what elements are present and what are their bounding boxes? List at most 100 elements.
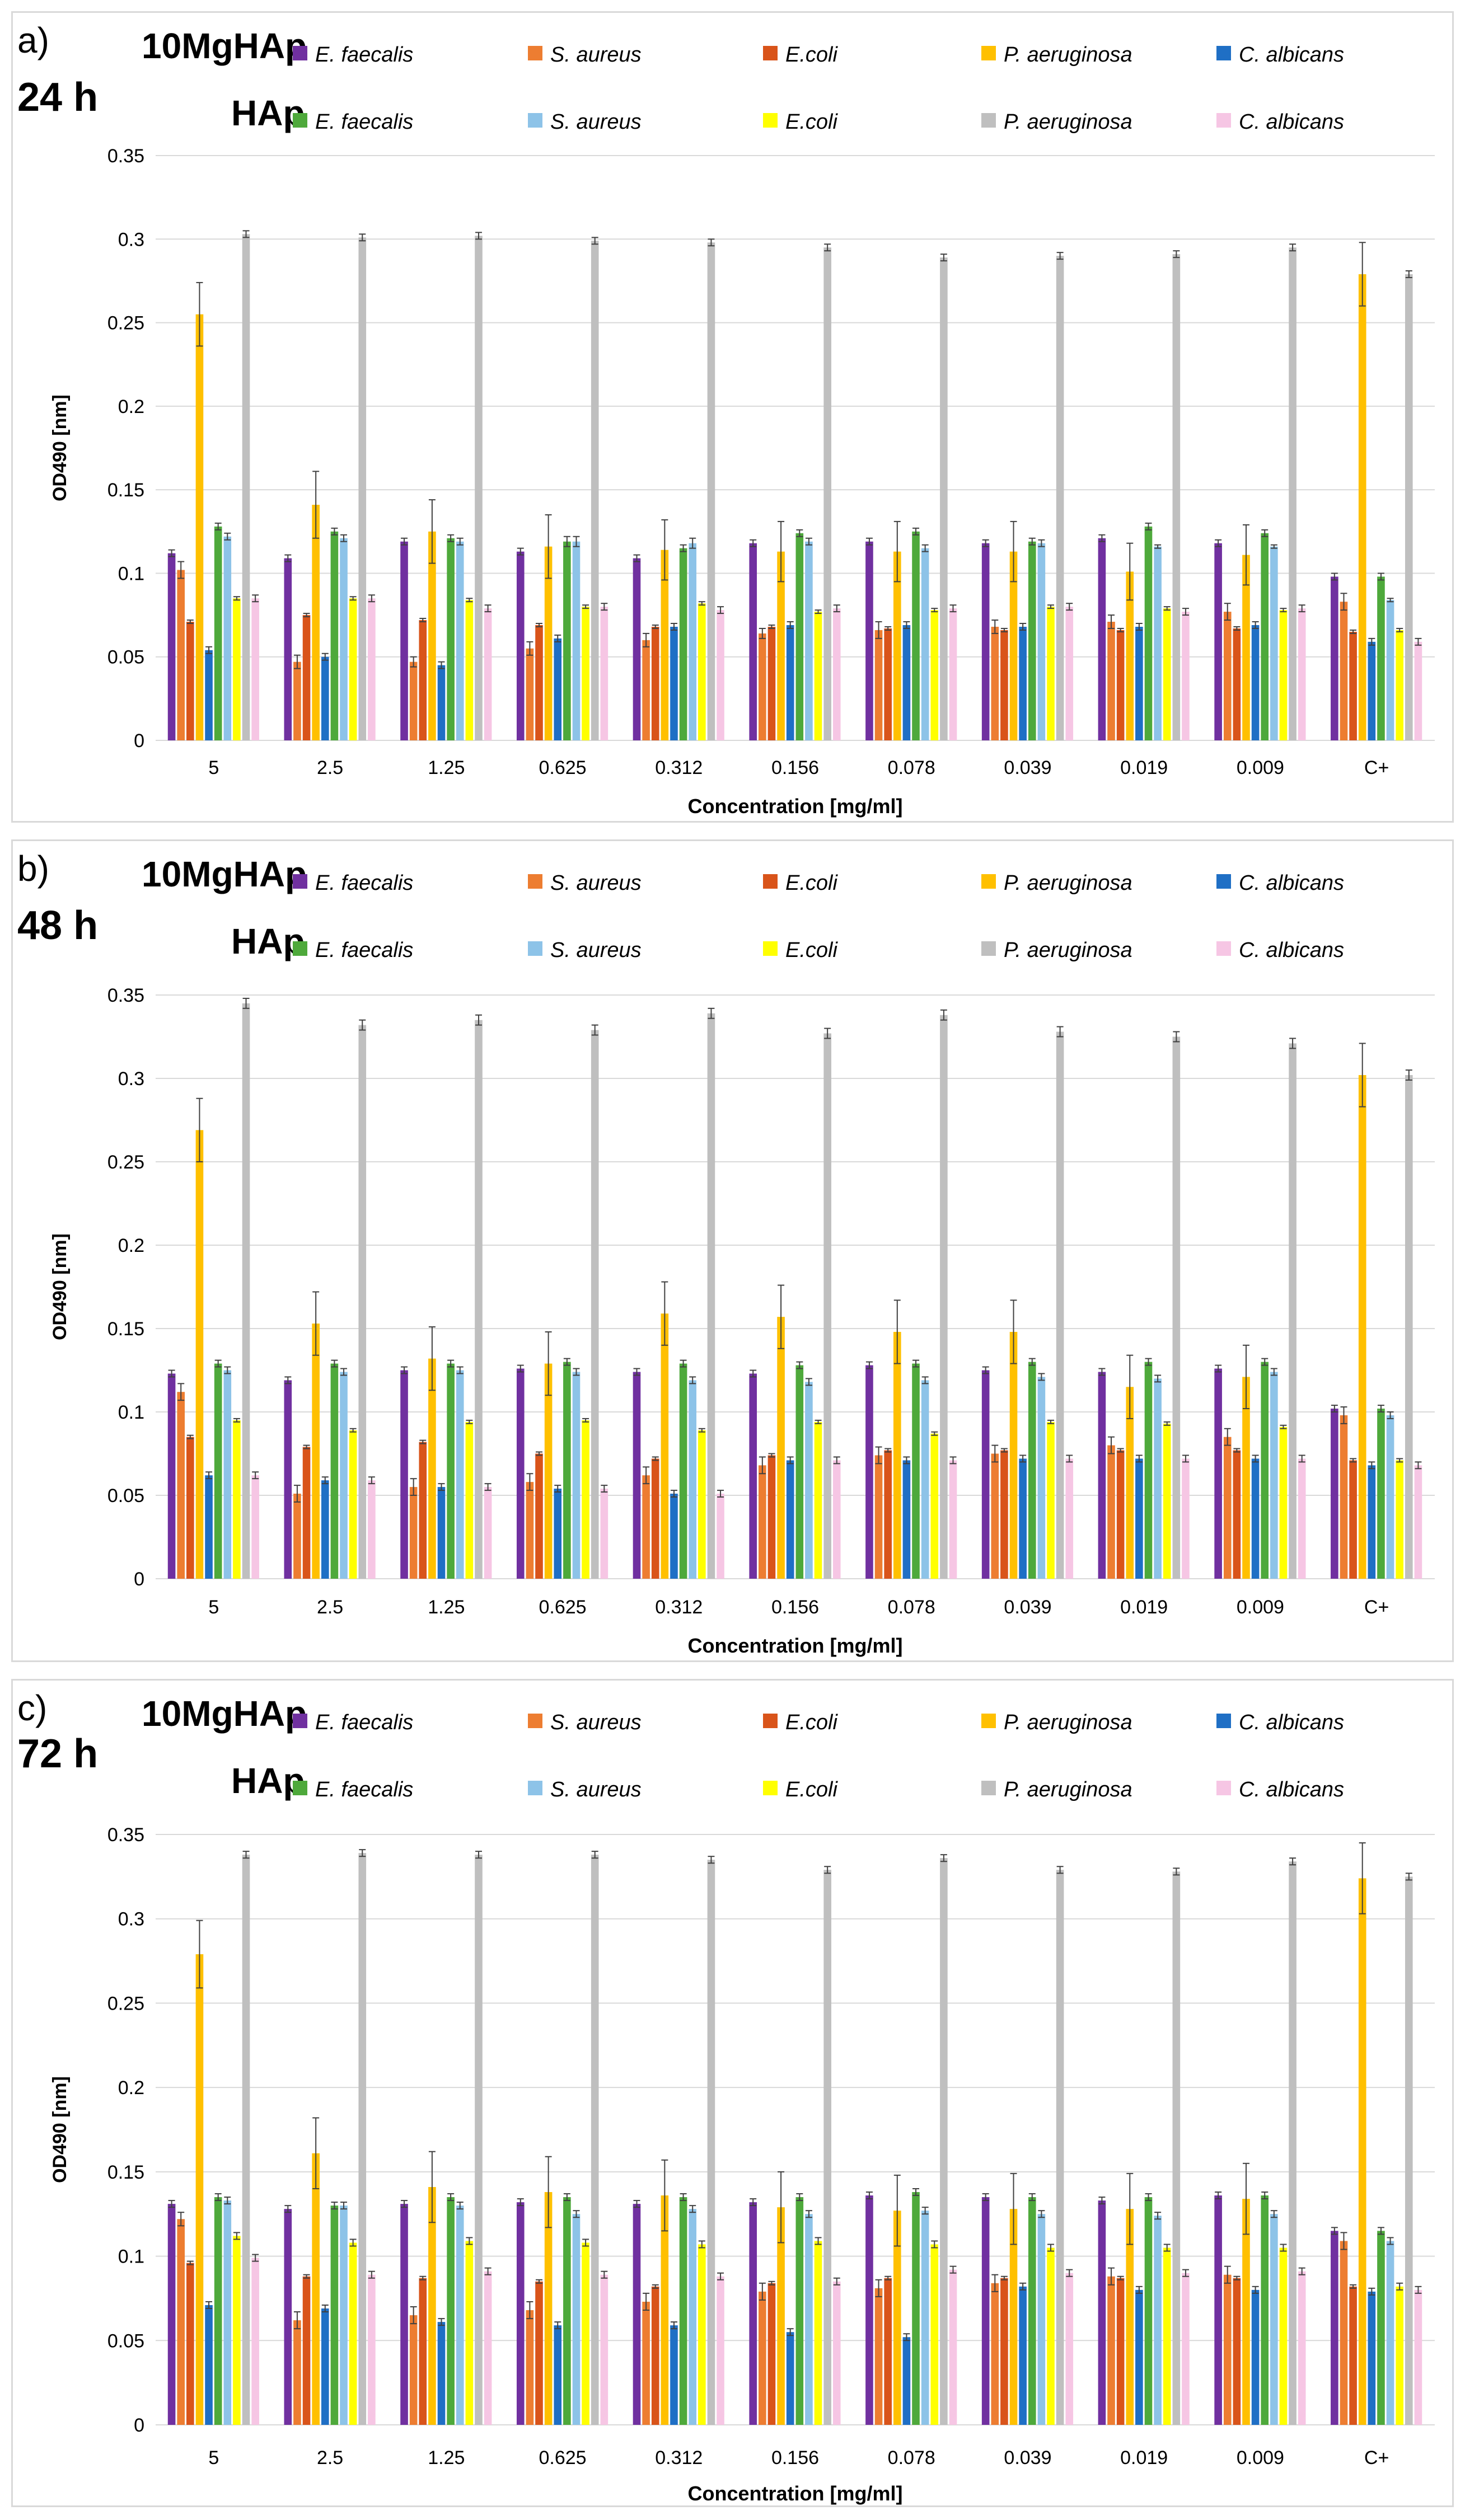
bar-10mghap-e-coli-0-625 — [535, 625, 543, 740]
legend-swatch-10mghap-e-faecalis — [293, 46, 307, 60]
error-bar — [359, 233, 366, 242]
x-tick-label: 0.156 — [771, 1597, 819, 1618]
error-bar — [1340, 593, 1347, 611]
error-bar — [652, 624, 659, 629]
legend-group-10mghap: 10MgHAp — [142, 854, 307, 894]
error-bar — [186, 620, 194, 624]
error-bar — [1415, 1461, 1422, 1470]
bar-10mghap-s-aureus-1-25 — [409, 1487, 418, 1579]
bar-hap-p-aeruginosa-0-019 — [1172, 254, 1181, 741]
error-bar — [428, 1326, 436, 1391]
bar-hap-s-aureus-0-039 — [1037, 2214, 1046, 2425]
bar-10mghap-s-aureus-2-5 — [293, 661, 301, 740]
bar-hap-e-coli-0-156 — [814, 1421, 822, 1579]
bar-hap-c-albicans-0-019 — [1182, 2273, 1190, 2425]
bar-hap-s-aureus-c — [1386, 2241, 1394, 2425]
legend-group-10mghap: 10MgHAp — [142, 1693, 307, 1734]
bar-hap-c-albicans-0-625 — [600, 2274, 609, 2425]
bar-10mghap-p-aeruginosa-0-625 — [544, 1363, 553, 1579]
bar-10mghap-e-coli-2-5 — [302, 1447, 311, 1579]
bar-hap-p-aeruginosa-0-039 — [1056, 256, 1064, 741]
error-bar — [991, 620, 999, 634]
error-bar — [1117, 627, 1124, 632]
bar-10mghap-s-aureus-0-078 — [874, 2288, 883, 2425]
x-tick-label: C+ — [1364, 2447, 1389, 2469]
error-bar — [1368, 1461, 1375, 1470]
error-bar — [536, 1451, 542, 1456]
bar-hap-c-albicans-2-5 — [368, 598, 376, 740]
error-bar — [1028, 1358, 1036, 1366]
bar-10mghap-s-aureus-1-25 — [409, 2315, 418, 2425]
bar-hap-s-aureus-2-5 — [340, 538, 348, 740]
error-bar — [312, 1291, 320, 1356]
error-bar — [815, 609, 822, 614]
x-tick-label: 0.019 — [1120, 757, 1168, 778]
bar-10mghap-e-coli-5 — [186, 2263, 194, 2425]
error-bar — [1298, 604, 1305, 613]
legend-label-10mghap-e-faecalis: E. faecalis — [315, 43, 413, 67]
bar-hap-p-aeruginosa-0-039 — [1056, 1870, 1064, 2425]
bar-10mghap-c-albicans-0-009 — [1251, 625, 1260, 740]
bar-hap-e-coli-5 — [233, 598, 241, 740]
bar-10mghap-s-aureus-c — [1340, 1415, 1348, 1579]
legend-swatch-hap-e-faecalis — [293, 113, 307, 128]
bar-hap-e-coli-1-25 — [465, 1421, 474, 1579]
error-bar — [401, 2200, 408, 2208]
bar-10mghap-e-faecalis-0-039 — [981, 1370, 990, 1579]
legend-swatch-10mghap-e-coli — [763, 1714, 778, 1728]
legend-swatch-10mghap-e-faecalis — [293, 1714, 307, 1728]
x-tick-label: 1.25 — [428, 757, 465, 778]
error-bar — [1377, 572, 1384, 581]
x-tick-label: 0.019 — [1120, 2447, 1168, 2469]
error-bar — [419, 1439, 427, 1444]
bar-hap-c-albicans-0-312 — [717, 610, 724, 740]
y-tick-label: 0.1 — [118, 2246, 144, 2268]
error-bar — [805, 2210, 812, 2218]
error-bar — [545, 1331, 552, 1396]
bar-10mghap-e-faecalis-2-5 — [284, 2209, 292, 2425]
bar-10mghap-c-albicans-0-039 — [1019, 626, 1027, 740]
error-bar — [875, 2279, 882, 2297]
error-bar — [168, 2200, 175, 2208]
bar-hap-c-albicans-c — [1414, 1465, 1422, 1579]
error-bar — [652, 2284, 659, 2289]
y-tick-label: 0.15 — [107, 480, 144, 501]
error-bar — [1377, 2227, 1384, 2235]
error-bar — [1298, 2267, 1305, 2275]
bar-10mghap-e-coli-1-25 — [419, 620, 427, 740]
error-bar — [949, 1456, 957, 1465]
x-tick-label: 5 — [208, 1597, 219, 1618]
error-bar — [1387, 2237, 1394, 2245]
bar-hap-s-aureus-0-156 — [805, 541, 813, 740]
error-bar — [321, 653, 329, 661]
error-bar — [484, 1483, 492, 1491]
bar-10mghap-e-faecalis-1-25 — [400, 2204, 408, 2425]
bar-hap-s-aureus-0-156 — [805, 1382, 813, 1579]
y-tick-label: 0 — [134, 730, 144, 752]
bar-10mghap-c-albicans-0-625 — [554, 638, 562, 740]
error-bar — [410, 656, 417, 668]
bar-10mghap-c-albicans-0-078 — [902, 1460, 911, 1579]
bar-10mghap-s-aureus-0-019 — [1107, 2276, 1115, 2425]
error-bar — [1010, 2172, 1017, 2245]
bar-10mghap-e-faecalis-0-312 — [633, 1372, 641, 1579]
error-bar — [805, 1378, 812, 1386]
error-bar — [1280, 608, 1287, 613]
bar-10mghap-e-faecalis-0-039 — [981, 2197, 990, 2425]
bar-10mghap-e-faecalis-0-312 — [633, 558, 641, 740]
error-bar — [1126, 1354, 1134, 1419]
y-tick-label: 0.35 — [107, 146, 144, 167]
x-tick-label: 0.039 — [1004, 1597, 1051, 1618]
bar-hap-e-coli-0-156 — [814, 2241, 822, 2425]
error-bar — [1350, 1458, 1357, 1463]
bar-10mghap-c-albicans-0-078 — [902, 625, 911, 740]
bar-hap-c-albicans-0-156 — [832, 1460, 841, 1579]
bar-hap-c-albicans-0-019 — [1182, 612, 1190, 740]
bar-10mghap-c-albicans-0-039 — [1019, 2286, 1027, 2425]
legend-swatch-hap-s-aureus — [528, 941, 542, 956]
error-bar — [875, 1446, 882, 1465]
error-bar — [680, 2193, 687, 2202]
error-bar — [214, 2193, 222, 2202]
error-bar — [536, 2279, 542, 2284]
bar-hap-e-coli-0-625 — [582, 607, 589, 740]
